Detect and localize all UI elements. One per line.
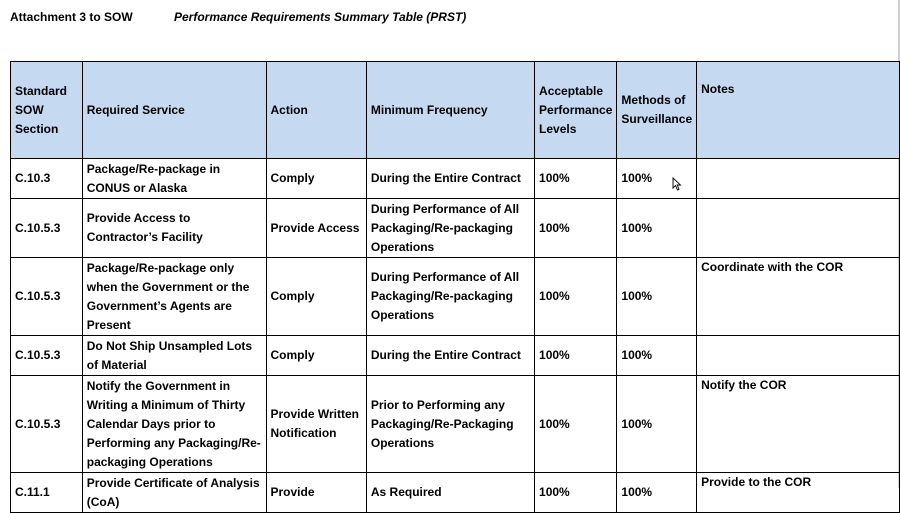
table-header-row: Standard SOW Section Required Service Ac… <box>10 61 900 159</box>
prst-table: Standard SOW Section Required Service Ac… <box>10 61 900 513</box>
notes-cell: Coordinate with the COR <box>696 257 900 336</box>
column-header: Notes <box>696 61 900 159</box>
action-cell: Provide <box>265 472 367 513</box>
action-cell: Provide Written Notification <box>265 375 367 473</box>
surveillance-cell: 100% <box>616 472 698 513</box>
frequency-cell: During Performance of All Packaging/Re-p… <box>365 257 536 336</box>
section-cell: C.10.5.3 <box>10 198 83 258</box>
notes-cell <box>696 335 900 376</box>
column-header: Methods of Surveillance <box>616 61 698 159</box>
performance-cell: 100% <box>534 158 618 199</box>
column-header: Action <box>265 61 367 159</box>
column-header: Minimum Frequency <box>365 61 536 159</box>
attachment-label: Attachment 3 to SOW <box>10 10 133 24</box>
frequency-cell: As Required <box>365 472 536 513</box>
section-cell: C.11.1 <box>10 472 83 513</box>
notes-cell <box>696 198 900 258</box>
column-header: Required Service <box>81 61 267 159</box>
notes-cell: Notify the COR <box>696 375 900 473</box>
column-header: Acceptable Performance Levels <box>534 61 618 159</box>
mouse-cursor-icon <box>672 177 682 191</box>
table-row: C.10.5.3 Package/Re-package only when th… <box>10 257 900 336</box>
performance-cell: 100% <box>534 257 618 336</box>
section-cell: C.10.3 <box>10 158 83 199</box>
frequency-cell: During Performance of All Packaging/Re-p… <box>365 198 536 258</box>
table-row: C.10.5.3 Do Not Ship Unsampled Lots of M… <box>10 335 900 376</box>
frequency-cell: During the Entire Contract <box>365 335 536 376</box>
surveillance-cell: 100% <box>616 375 698 473</box>
surveillance-cell: 100% <box>616 198 698 258</box>
table-row: C.10.3 Package/Re-package in CONUS or Al… <box>10 158 900 199</box>
service-cell: Notify the Government in Writing a Minim… <box>81 375 267 473</box>
service-cell: Package/Re-package only when the Governm… <box>81 257 267 336</box>
surveillance-cell: 100% <box>616 257 698 336</box>
action-cell: Comply <box>265 158 367 199</box>
notes-cell: Provide to the COR <box>696 472 900 513</box>
performance-cell: 100% <box>534 198 618 258</box>
section-cell: C.10.5.3 <box>10 375 83 473</box>
surveillance-cell: 100% <box>616 335 698 376</box>
document-title: Performance Requirements Summary Table (… <box>174 10 467 24</box>
service-cell: Do Not Ship Unsampled Lots of Material <box>81 335 267 376</box>
action-cell: Comply <box>265 335 367 376</box>
performance-cell: 100% <box>534 335 618 376</box>
surveillance-cell: 100% <box>616 158 698 199</box>
service-cell: Provide Certificate of Analysis (CoA) <box>81 472 267 513</box>
notes-cell <box>696 158 900 199</box>
column-header: Standard SOW Section <box>10 61 83 159</box>
service-cell: Provide Access to Contractor’s Facility <box>81 198 267 258</box>
section-cell: C.10.5.3 <box>10 335 83 376</box>
frequency-cell: Prior to Performing any Packaging/Re-Pac… <box>365 375 536 473</box>
performance-cell: 100% <box>534 472 618 513</box>
action-cell: Provide Access <box>265 198 367 258</box>
table-row: C.11.1 Provide Certificate of Analysis (… <box>10 472 900 513</box>
section-cell: C.10.5.3 <box>10 257 83 336</box>
action-cell: Comply <box>265 257 367 336</box>
table-row: C.10.5.3 Provide Access to Contractor’s … <box>10 198 900 258</box>
frequency-cell: During the Entire Contract <box>365 158 536 199</box>
service-cell: Package/Re-package in CONUS or Alaska <box>81 158 267 199</box>
table-row: C.10.5.3 Notify the Government in Writin… <box>10 375 900 473</box>
performance-cell: 100% <box>534 375 618 473</box>
